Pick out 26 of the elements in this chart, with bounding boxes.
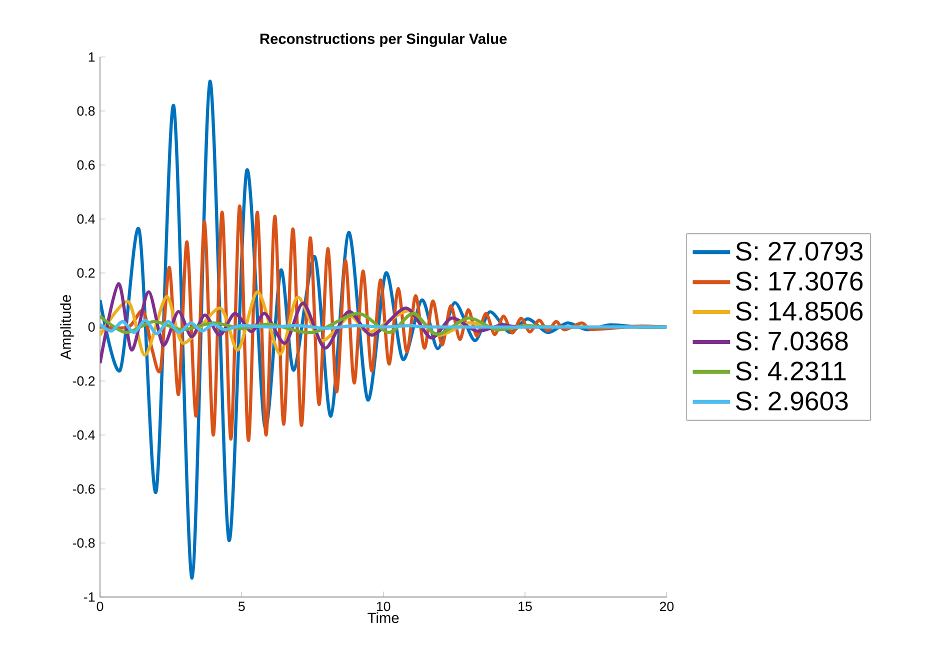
- y-tick-label: -1: [84, 592, 95, 602]
- y-tick-label: 0.4: [77, 214, 95, 224]
- legend-label: S: 7.0368: [736, 332, 848, 351]
- y-tick-label: 0: [88, 322, 95, 332]
- y-tick-label: 0.2: [77, 268, 95, 278]
- legend-label: S: 27.0793: [736, 242, 863, 261]
- x-tick-label: 20: [660, 602, 674, 612]
- x-axis-title: Time: [368, 612, 399, 624]
- y-tick-label: 1: [88, 52, 95, 62]
- y-tick-label: -0.4: [72, 430, 95, 440]
- y-tick-label: -0.2: [72, 376, 95, 386]
- x-tick-label: 0: [96, 602, 104, 612]
- legend-label: S: 4.2311: [736, 362, 846, 380]
- y-tick-label: 0.6: [77, 160, 95, 170]
- y-tick-label: -0.8: [72, 538, 95, 548]
- chart-title: Reconstructions per Singular Value: [260, 33, 507, 47]
- y-tick-label: -0.6: [72, 484, 95, 494]
- y-tick-label: 0.8: [77, 106, 95, 116]
- legend-label: S: 2.9603: [736, 392, 848, 410]
- x-tick-label: 15: [518, 602, 532, 612]
- y-axis-title: Amplitude: [60, 295, 74, 360]
- line-series: [100, 318, 667, 336]
- legend-label: S: 14.8506: [736, 302, 863, 321]
- x-tick-label: 5: [238, 602, 245, 612]
- x-tick-label: 10: [376, 602, 390, 612]
- legend-label: S: 17.3076: [736, 272, 863, 291]
